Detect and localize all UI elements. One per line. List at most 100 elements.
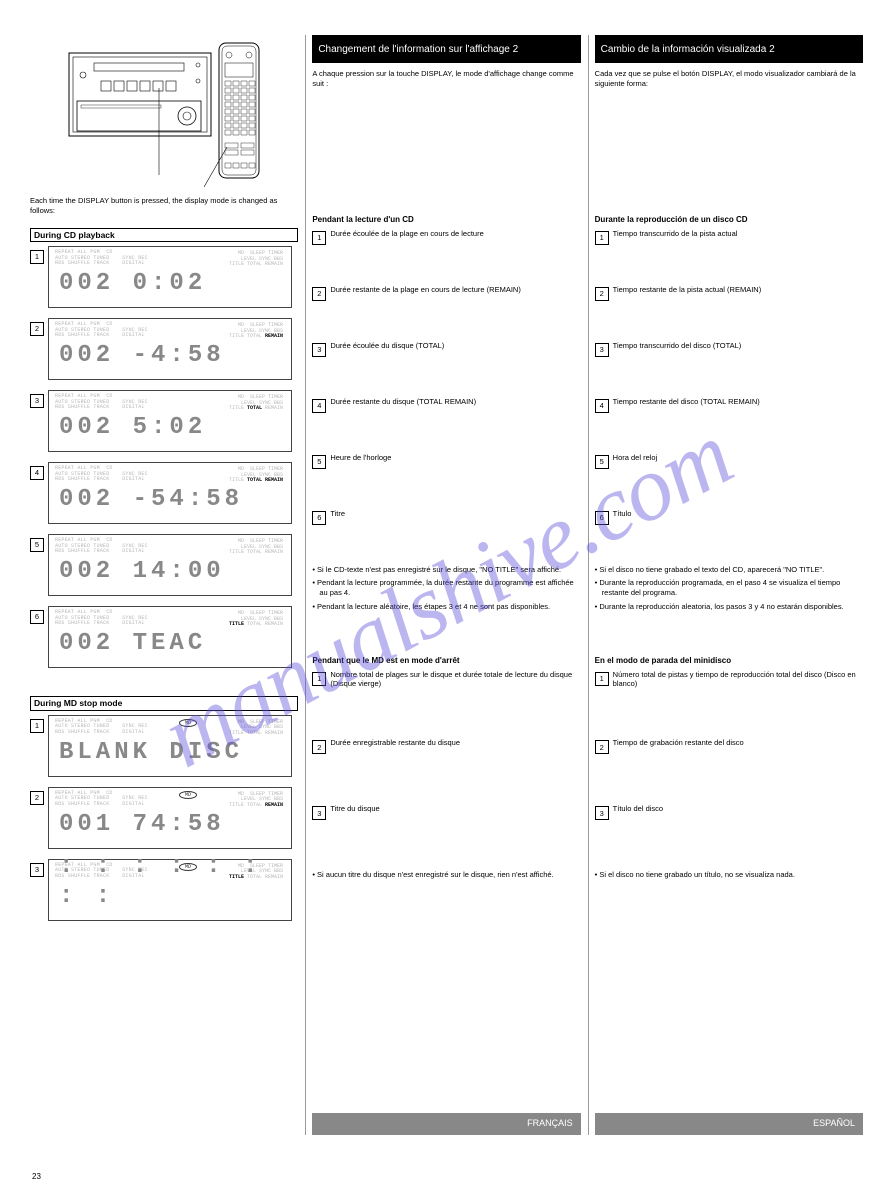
md-items-fr: 1 Nombre total de plages sur le disque et… — [312, 670, 580, 871]
step-number: 3 — [595, 343, 609, 357]
step-text: Tiempo transcurrido del disco (TOTAL) — [613, 341, 863, 350]
lcd-row: 1 REPEAT ALL PGM CD AUTO STEREO TUNED SYN… — [30, 246, 298, 314]
list-item: 2Durée restante de la plage en cours de … — [312, 285, 580, 301]
list-item: 3 Titre du disque — [312, 804, 580, 820]
lcd-step-number: 5 — [30, 538, 44, 552]
lcd-main-text: : : : : : : : : — [59, 852, 291, 912]
lcd-main-text: 002 -4:58 — [59, 341, 225, 371]
lcd-row: 5 REPEAT ALL PGM CD AUTO STEREO TUNED SYN… — [30, 534, 298, 602]
header-bar-es: Cambio de la información visualizada 2 — [595, 35, 863, 63]
lcd-group-md: 1 REPEAT ALL PGM CD AUTO STEREO TUNED SYN… — [30, 715, 298, 931]
list-item: 2Durée enregistrable restante du disque — [312, 738, 580, 754]
lcd-right-indicators: MD SLEEP TIMER LEVEL SYNC BBS TITLE TOTA… — [229, 323, 283, 340]
list-item: 3Durée écoulée du disque (TOTAL) — [312, 341, 580, 357]
column-french: Changement de l'information sur l'affich… — [312, 35, 580, 1135]
list-item: 4 Durée restante du disque (TOTAL REMAIN) — [312, 397, 580, 413]
step-number: 3 — [595, 806, 609, 820]
header-bar-fr: Changement de l'information sur l'affich… — [312, 35, 580, 63]
lcd-right-indicators: MD SLEEP TIMER LEVEL SYNC BBS TITLE TOTA… — [229, 720, 283, 737]
md-heading-fr: Pendant que le MD est en mode d'arrêt — [312, 656, 580, 666]
lcd-right-indicators: MD SLEEP TIMER LEVEL SYNC BBS TITLE TOTA… — [229, 395, 283, 412]
list-item: 5Hora del reloj — [595, 453, 863, 469]
step-number: 1 — [312, 672, 326, 686]
lcd-main-text: 001 74:58 — [59, 810, 225, 840]
step-text: Durée écoulée du disque (TOTAL) — [330, 341, 580, 350]
column-english: Each time the DISPLAY button is pressed,… — [30, 35, 298, 1135]
lcd-display: REPEAT ALL PGM CD AUTO STEREO TUNED SYNC… — [48, 390, 292, 452]
step-text: Titre du disque — [330, 804, 580, 813]
list-item: 5 Heure de l'horloge — [312, 453, 580, 469]
step-text: Tiempo restante del disco (TOTAL REMAIN) — [613, 397, 863, 406]
note-bullet: • Durante la reproducción aleatoria, los… — [595, 602, 863, 612]
step-number: 5 — [595, 455, 609, 469]
lcd-right-indicators: MD SLEEP TIMER LEVEL SYNC BBS TITLE TOTA… — [229, 251, 283, 268]
lcd-main-text: 002 14:00 — [59, 557, 225, 587]
lcd-row: 3 REPEAT ALL PGM CD AUTO STEREO TUNED SYN… — [30, 390, 298, 458]
cd-notes-es: • Si el disco no tiene grabado el texto … — [595, 565, 863, 616]
lcd-step-number: 1 — [30, 250, 44, 264]
lcd-step-number: 4 — [30, 466, 44, 480]
list-item: 2Tiempo restante de la pista actual (REM… — [595, 285, 863, 301]
step-text: Durée restante du disque (TOTAL REMAIN) — [330, 397, 580, 406]
step-number: 6 — [595, 511, 609, 525]
lcd-row: 3 REPEAT ALL PGM CD AUTO STEREO TUNED SYN… — [30, 859, 298, 927]
step-number: 6 — [312, 511, 326, 525]
step-number: 4 — [312, 399, 326, 413]
step-number: 2 — [595, 287, 609, 301]
lcd-display: REPEAT ALL PGM CD AUTO STEREO TUNED SYNC… — [48, 246, 292, 308]
step-text: Nombre total de plages sur le disque et … — [330, 670, 580, 689]
step-text: Título del disco — [613, 804, 863, 813]
list-item: 1 Nombre total de plages sur le disque et… — [312, 670, 580, 689]
cd-items-es: 1Tiempo transcurrido de la pista actual 2… — [595, 229, 863, 565]
lcd-step-number: 6 — [30, 610, 44, 624]
lcd-row: 2REPEAT ALL PGM CD AUTO STEREO TUNED SYN… — [30, 318, 298, 386]
step-number: 1 — [312, 231, 326, 245]
step-number: 1 — [595, 672, 609, 686]
lcd-row: 6REPEAT ALL PGM CD AUTO STEREO TUNED SYN… — [30, 606, 298, 674]
lcd-step-number: 1 — [30, 719, 44, 733]
lcd-main-text: 002 -54:58 — [59, 485, 243, 515]
lcd-display: REPEAT ALL PGM CD AUTO STEREO TUNED SYNC… — [48, 859, 292, 921]
lcd-right-indicators: MD SLEEP TIMER LEVEL SYNC BBS TITLE TOTA… — [229, 792, 283, 809]
intro-text-en: Each time the DISPLAY button is pressed,… — [30, 196, 298, 216]
list-item: 6Título — [595, 509, 863, 525]
lcd-display: REPEAT ALL PGM CD AUTO STEREO TUNED SYNC… — [48, 534, 292, 596]
md-notes-fr: • Si aucun titre du disque n'est enregis… — [312, 870, 580, 884]
intro-es: Cada vez que se pulse el botón DISPLAY, … — [595, 69, 863, 89]
cd-heading-fr: Pendant la lecture d'un CD — [312, 215, 580, 225]
column-divider — [305, 35, 306, 1135]
list-item: 6Titre — [312, 509, 580, 525]
note-bullet: • Si aucun titre du disque n'est enregis… — [312, 870, 580, 880]
lcd-row: 1REPEAT ALL PGM CD AUTO STEREO TUNED SYN… — [30, 715, 298, 783]
list-item: 3 Tiempo transcurrido del disco (TOTAL) — [595, 341, 863, 357]
step-text: Heure de l'horloge — [330, 453, 580, 462]
column-spanish: Cambio de la información visualizada 2 C… — [595, 35, 863, 1135]
cd-items-fr: 1Durée écoulée de la plage en cours de l… — [312, 229, 580, 565]
lcd-main-text: 002 5:02 — [59, 413, 206, 443]
list-item: 1 Número total de pistas y tiempo de repr… — [595, 670, 863, 689]
lcd-step-number: 3 — [30, 394, 44, 408]
lcd-main-text: 002 0:02 — [59, 269, 206, 299]
lcd-right-indicators: MD SLEEP TIMER LEVEL SYNC BBS TITLE TOTA… — [229, 611, 283, 628]
step-number: 3 — [312, 806, 326, 820]
step-text: Número total de pistas y tiempo de repro… — [613, 670, 863, 689]
intro-fr: A chaque pression sur la touche DISPLAY,… — [312, 69, 580, 89]
step-text: Durée restante de la plage en cours de l… — [330, 285, 580, 294]
lcd-main-text: BLANK DISC — [59, 738, 243, 768]
lcd-right-indicators: MD SLEEP TIMER LEVEL SYNC BBS TITLE TOTA… — [229, 539, 283, 556]
device-illustration — [59, 35, 269, 190]
section-title-md: During MD stop mode — [30, 696, 298, 711]
step-number: 2 — [595, 740, 609, 754]
lcd-step-number: 3 — [30, 863, 44, 877]
footer-bar-es: ESPAÑOL — [595, 1113, 863, 1135]
step-number: 5 — [312, 455, 326, 469]
note-bullet: • Si el disco no tiene grabado un título… — [595, 870, 863, 880]
footer-text-es: ESPAÑOL — [813, 1118, 855, 1129]
lcd-group-cd: 1 REPEAT ALL PGM CD AUTO STEREO TUNED SYN… — [30, 246, 298, 678]
step-number: 2 — [312, 740, 326, 754]
list-item: 1Tiempo transcurrido de la pista actual — [595, 229, 863, 245]
note-bullet: • Pendant la lecture programmée, la duré… — [312, 578, 580, 598]
md-notes-es: • Si el disco no tiene grabado un título… — [595, 870, 863, 884]
step-text: Tiempo de grabación restante del disco — [613, 738, 863, 747]
md-heading-es: En el modo de parada del minidisco — [595, 656, 863, 666]
